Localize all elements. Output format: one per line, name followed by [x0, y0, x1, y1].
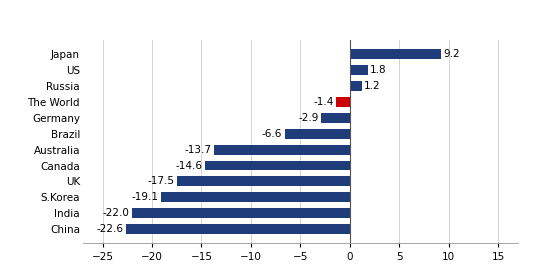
- Text: -2.9: -2.9: [299, 113, 319, 123]
- Text: Earnings Sentiment  (%): Earnings Sentiment (%): [182, 5, 352, 18]
- Text: 1.2: 1.2: [364, 81, 381, 91]
- Text: -19.1: -19.1: [131, 192, 159, 202]
- Text: -22.6: -22.6: [97, 224, 124, 234]
- Bar: [350, 65, 367, 75]
- Text: -14.6: -14.6: [176, 161, 203, 170]
- Bar: [350, 81, 362, 91]
- Bar: [206, 161, 350, 170]
- Text: -1.4: -1.4: [313, 97, 334, 107]
- Text: -17.5: -17.5: [147, 177, 174, 186]
- Bar: [336, 97, 350, 107]
- Bar: [321, 113, 350, 123]
- Bar: [126, 224, 350, 234]
- Bar: [132, 208, 350, 218]
- Text: 1.8: 1.8: [370, 65, 387, 75]
- Bar: [161, 192, 350, 202]
- Text: 9.2: 9.2: [443, 49, 460, 59]
- Text: -22.0: -22.0: [103, 208, 130, 218]
- Bar: [285, 129, 350, 139]
- Bar: [350, 49, 441, 59]
- Bar: [214, 145, 350, 155]
- Text: -6.6: -6.6: [262, 129, 282, 139]
- Text: Indices: Indices: [3, 23, 47, 33]
- Bar: [177, 177, 350, 186]
- Text: -13.7: -13.7: [185, 145, 212, 155]
